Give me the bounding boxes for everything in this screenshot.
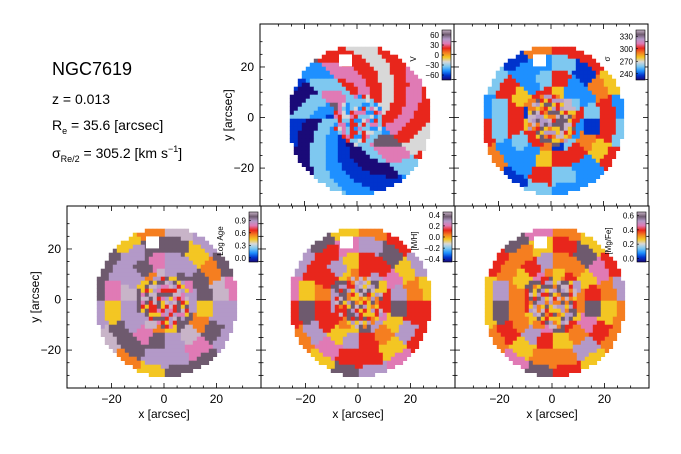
y-tick-label: 0 (247, 111, 254, 125)
colorbar-tick-label: 0.0 (623, 254, 635, 263)
masked-region (533, 54, 546, 67)
colorbar-tick-label: −0.2 (424, 244, 440, 253)
masked-region (340, 236, 353, 249)
y-axis-label: y [arcsec] (28, 271, 42, 322)
x-tick-label: 20 (598, 392, 612, 406)
panel-alpha: −20 0 20 x [arcsec] 0.6 0.4 0.2 0.0 [Mg/Fe] (454, 205, 650, 421)
colorbar-tick-label: 0.2 (429, 222, 441, 231)
colorbar-tick-label: 0.3 (235, 241, 247, 250)
map-panels: 200−20y [arcsec]60300−30−60V330300270240… (28, 23, 650, 421)
colorbar-label: Log Age (216, 226, 225, 256)
map-log-age (96, 228, 238, 377)
panel-log-age: 20 0 −20 −20 0 20 y [arcsec] x [arcsec] 0.9 0.6 0.… (28, 205, 262, 421)
map-alpha (484, 228, 626, 377)
x-axis-label: x [arcsec] (526, 407, 577, 421)
colorbar-tick-label: 0.0 (235, 254, 247, 263)
re-subscript: e (62, 126, 68, 136)
map-dispersion (483, 46, 625, 195)
colorbar-tick-label: −30 (425, 61, 439, 70)
x-tick-label: 20 (210, 392, 224, 406)
sigma-superscript: −1 (167, 144, 179, 154)
colorbar-tick-label: 330 (620, 32, 634, 41)
x-tick-label: −20 (101, 392, 122, 406)
map-metallicity (290, 228, 432, 377)
colorbar-tick-label: 0.4 (429, 211, 441, 220)
colorbar (636, 211, 647, 263)
x-axis-label: x [arcsec] (332, 407, 383, 421)
colorbar-tick-label: 0.6 (623, 212, 635, 221)
y-tick-label: −20 (41, 343, 62, 357)
colorbar-label: V (409, 56, 418, 62)
colorbar-tick-label: 0.4 (623, 226, 635, 235)
colorbar-tick-label: 0.0 (429, 233, 441, 242)
redshift-label: z = 0.013 (52, 91, 110, 107)
y-tick-label: 20 (48, 242, 62, 256)
x-tick-label: −20 (295, 392, 316, 406)
colorbar-label: [M/H] (410, 231, 419, 250)
colorbar (248, 211, 259, 263)
panel-dispersion: 330 300 270 240 σ (453, 23, 649, 207)
sigma-close: ] (178, 145, 183, 161)
masked-region (146, 236, 159, 249)
colorbar-tick-label: 0 (435, 51, 440, 60)
galaxy-name: NGC7619 (52, 59, 133, 79)
colorbar-tick-label: 0.6 (235, 229, 247, 238)
sigma-subscript: Re/2 (60, 154, 80, 164)
sigma-symbol: σ (52, 145, 61, 161)
y-tick-label: 0 (54, 293, 61, 307)
effective-radius-label: Re = 35.6 [arcsec] (52, 117, 164, 136)
colorbar-tick-label: 0.2 (623, 240, 635, 249)
sigma-label: σRe/2 = 305.2 [km s−1] (52, 144, 183, 164)
re-value: = 35.6 [arcsec] (67, 117, 164, 133)
colorbar-tick-label: 270 (620, 57, 634, 66)
map-velocity (289, 46, 431, 195)
colorbar-tick-label: 0.9 (235, 216, 247, 225)
x-tick-label: −20 (489, 392, 510, 406)
masked-region (534, 236, 547, 249)
colorbar-tick-label: 30 (430, 41, 439, 50)
x-tick-label: 0 (355, 392, 362, 406)
colorbar-tick-label: −0.4 (424, 255, 440, 264)
colorbar (635, 29, 646, 81)
colorbar-tick-label: 300 (620, 45, 634, 54)
y-tick-label: 20 (241, 60, 255, 74)
colorbar-tick-label: 240 (620, 70, 634, 79)
colorbar-label: [Mg/Fe] (604, 227, 613, 254)
re-symbol: R (52, 117, 63, 133)
colorbar-tick-label: −60 (425, 71, 439, 80)
x-tick-label: 0 (161, 392, 168, 406)
x-tick-label: 0 (549, 392, 556, 406)
x-axis-label: x [arcsec] (138, 407, 189, 421)
colorbar-label: σ (603, 56, 612, 61)
y-axis-label: y [arcsec] (221, 89, 235, 140)
y-tick-label: −20 (234, 161, 255, 175)
colorbar-tick-label: 60 (430, 31, 439, 40)
x-tick-label: 20 (404, 392, 418, 406)
panel-metallicity: −20 0 20 x [arcsec] 0.4 0.2 0.0 −0.2 −0.4 [M/H] (260, 205, 456, 421)
masked-region (339, 54, 352, 67)
sigma-value: = 305.2 [km s (79, 145, 168, 161)
